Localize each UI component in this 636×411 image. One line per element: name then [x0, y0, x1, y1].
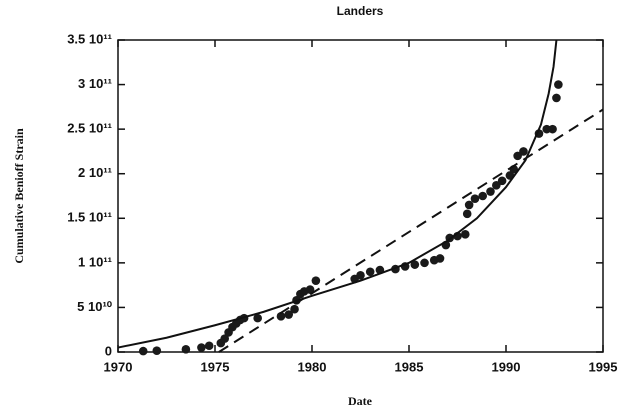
x-tick-label: 1975 — [201, 359, 230, 374]
data-point — [435, 254, 445, 263]
chart-title: Landers — [337, 4, 384, 18]
data-point — [519, 147, 528, 156]
data-point — [552, 93, 561, 103]
data-point — [305, 285, 315, 294]
x-tick-label: 1970 — [104, 359, 133, 374]
data-point — [253, 313, 262, 323]
data-point — [420, 258, 429, 268]
data-point — [356, 271, 365, 280]
data-point — [311, 276, 321, 285]
y-tick-label: 2.5 10¹¹ — [67, 121, 112, 136]
data-point — [181, 345, 191, 354]
data-point — [290, 304, 299, 314]
y-axis-label: Cumulative Benioff Strain — [12, 128, 26, 264]
data-point — [197, 343, 206, 352]
y-tick-label: 3.5 10¹¹ — [67, 31, 112, 46]
x-tick-label: 1990 — [492, 359, 521, 374]
data-point — [470, 194, 480, 203]
data-point — [548, 124, 557, 134]
data-point — [204, 341, 214, 351]
y-tick-label: 1.5 10¹¹ — [67, 210, 112, 225]
data-point — [492, 181, 501, 190]
data-point — [460, 230, 470, 239]
x-tick-label: 1995 — [589, 359, 618, 374]
data-point — [554, 80, 563, 89]
data-point — [152, 346, 162, 355]
data-point — [410, 260, 420, 269]
data-point — [276, 312, 286, 321]
data-point — [138, 346, 148, 356]
plot-frame — [117, 39, 604, 353]
data-point — [462, 209, 472, 219]
data-point — [513, 151, 522, 161]
data-point — [365, 267, 375, 277]
data-point — [478, 191, 488, 201]
y-tick-label: 5 10¹⁰ — [77, 299, 113, 314]
y-tick-label: 2 10¹¹ — [78, 165, 112, 180]
data-point — [284, 310, 294, 319]
y-tick-label: 1 10¹¹ — [78, 254, 112, 269]
fit-curve — [117, 39, 558, 349]
data-point — [497, 176, 507, 186]
data-point — [220, 334, 229, 343]
x-tick-label: 1985 — [395, 359, 424, 374]
y-tick-label: 0 — [105, 343, 112, 358]
y-tick-label: 3 10¹¹ — [78, 76, 112, 91]
dashed-fit-line — [218, 108, 604, 353]
x-axis-label: Date — [348, 394, 373, 408]
data-point — [464, 200, 474, 210]
x-tick-label: 1980 — [298, 359, 327, 374]
data-point — [486, 187, 495, 196]
